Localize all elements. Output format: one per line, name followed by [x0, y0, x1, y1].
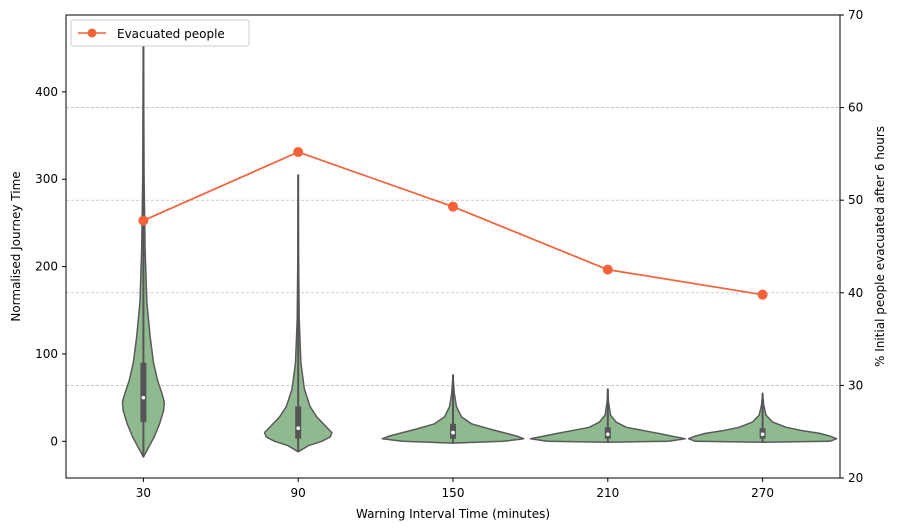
- x-tick-label: 270: [751, 486, 774, 500]
- x-tick-label: 150: [442, 486, 465, 500]
- right-tick-label: 60: [848, 101, 863, 115]
- violin-median-30: [141, 395, 146, 400]
- series-point-30: [138, 215, 149, 226]
- violin-median-150: [451, 430, 455, 435]
- series-point-270: [757, 289, 768, 300]
- violin-iqr-box-90: [295, 406, 302, 439]
- violin-median-90: [296, 426, 301, 431]
- right-tick-label: 30: [848, 378, 863, 392]
- violin-median-210: [606, 432, 610, 437]
- legend-entry-evacuated-people: Evacuated people: [117, 27, 225, 41]
- violin-iqr-box-30: [140, 362, 147, 423]
- legend: Evacuated people: [70, 19, 250, 47]
- x-axis: 30 90 150 210 270: [136, 478, 774, 500]
- left-tick-label: 100: [35, 347, 58, 361]
- series-point-150: [448, 201, 458, 212]
- violin-median-270: [760, 432, 765, 437]
- left-tick-label: 400: [35, 85, 58, 99]
- left-y-axis: 0 100 200 300 400: [35, 85, 66, 448]
- evacuated-people-line: [138, 147, 768, 300]
- legend-box: [70, 19, 250, 47]
- violins: [121, 34, 838, 458]
- right-tick-label: 70: [848, 8, 863, 22]
- right-tick-label: 40: [848, 286, 863, 300]
- series-point-90: [293, 147, 304, 158]
- left-tick-label: 0: [50, 434, 58, 448]
- left-tick-label: 200: [35, 260, 58, 274]
- y-axis-left-label: Normalised Journey Time: [9, 171, 23, 321]
- series-line-evacuated-people: [143, 151, 763, 296]
- x-tick-label: 210: [596, 486, 619, 500]
- grid-lines: [66, 107, 840, 386]
- x-tick-label: 90: [291, 486, 306, 500]
- right-tick-label: 20: [848, 471, 863, 485]
- legend-marker-icon: [87, 28, 97, 38]
- x-axis-label: Warning Interval Time (minutes): [356, 507, 550, 521]
- right-y-axis: 20 30 40 50 60 70: [840, 8, 863, 485]
- left-tick-label: 300: [35, 172, 58, 186]
- series-point-210: [602, 264, 613, 275]
- right-tick-label: 50: [848, 193, 863, 207]
- x-tick-label: 30: [136, 486, 151, 500]
- y-axis-right-label: % Initial people evacuated after 6 hours: [873, 126, 887, 367]
